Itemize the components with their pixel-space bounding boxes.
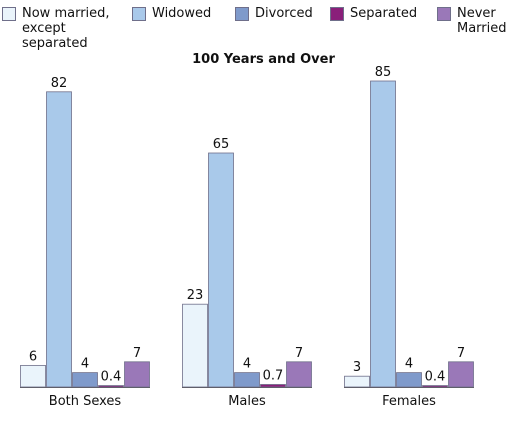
data-label-both-sexes-now-married: 6: [29, 349, 37, 364]
bar-males-separated: [260, 384, 286, 388]
bar-females-separated: [422, 385, 448, 388]
legend-swatch-widowed: [132, 7, 146, 21]
legend-item-divorced: Divorced: [235, 6, 313, 21]
legend-label-widowed: Widowed: [152, 6, 212, 21]
legend-swatch-never-married: [437, 7, 451, 21]
data-label-males-now-married: 23: [187, 288, 204, 303]
data-label-both-sexes-separated: 0.4: [101, 370, 122, 385]
legend-label-divorced: Divorced: [255, 6, 313, 21]
category-label-males: Males: [228, 394, 266, 409]
data-label-females-divorced: 4: [405, 357, 413, 372]
category-label-both-sexes: Both Sexes: [49, 394, 122, 409]
legend-swatch-divorced: [235, 7, 249, 21]
data-label-males-divorced: 4: [243, 357, 251, 372]
bar-females-widowed: [370, 80, 396, 388]
bar-both-sexes-never-married: [124, 361, 150, 388]
category-label-females: Females: [382, 394, 436, 409]
legend-item-widowed: Widowed: [132, 6, 211, 21]
legend-swatch-now-married: [2, 7, 16, 21]
legend-label-now-married: Now married, except separated: [22, 6, 110, 51]
legend: Now married, except separated Widowed Di…: [0, 6, 527, 58]
data-label-both-sexes-divorced: 4: [81, 357, 89, 372]
data-label-both-sexes-widowed: 82: [51, 76, 68, 91]
chart-title: 100 Years and Over: [192, 52, 335, 67]
legend-label-never-married: Never Married: [457, 6, 507, 36]
data-label-both-sexes-never-married: 7: [133, 346, 141, 361]
bar-both-sexes-divorced: [72, 372, 98, 388]
bar-males-never-married: [286, 361, 312, 388]
data-label-males-never-married: 7: [295, 346, 303, 361]
bar-both-sexes-widowed: [46, 91, 72, 388]
bar-males-now-married: [182, 303, 208, 388]
bar-males-widowed: [208, 152, 234, 388]
legend-item-never-married: Never Married: [437, 6, 507, 36]
legend-swatch-separated: [330, 7, 344, 21]
bar-females-now-married: [344, 375, 370, 388]
data-label-males-widowed: 65: [213, 137, 230, 152]
data-label-females-widowed: 85: [375, 65, 392, 80]
data-label-females-now-married: 3: [353, 360, 361, 375]
bar-females-never-married: [448, 361, 474, 388]
data-label-females-separated: 0.4: [425, 370, 446, 385]
bar-both-sexes-separated: [98, 385, 124, 388]
bar-both-sexes-now-married: [20, 364, 46, 388]
legend-item-separated: Separated: [330, 6, 417, 21]
bar-males-divorced: [234, 372, 260, 388]
data-label-females-never-married: 7: [457, 346, 465, 361]
bar-females-divorced: [396, 372, 422, 388]
legend-label-separated: Separated: [350, 6, 418, 21]
legend-item-now-married: Now married, except separated: [2, 6, 110, 51]
data-label-males-separated: 0.7: [263, 368, 284, 383]
